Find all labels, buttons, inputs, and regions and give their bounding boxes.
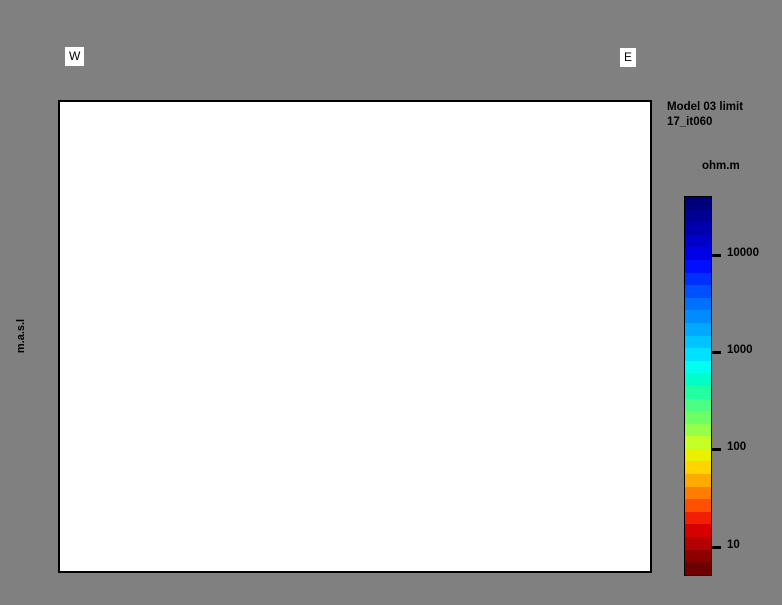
- colorbar-tick-label-100: 100: [727, 441, 747, 454]
- plot-title-line2: 17_it060: [667, 116, 713, 128]
- plot-title-line1: Model 03 limit: [667, 101, 744, 113]
- colorbar-band-3: [685, 234, 711, 248]
- colorbar-band-18: [685, 423, 711, 437]
- colorbar-band-22: [685, 474, 711, 487]
- colorbar-tick-label-1000: 1000: [727, 343, 753, 356]
- colorbar-band-5: [685, 259, 711, 273]
- resistivity-section-plot: [58, 100, 652, 573]
- colorbar-band-29: [685, 562, 711, 575]
- colorbar-band-27: [685, 537, 711, 550]
- colorbar-band-21: [685, 461, 711, 475]
- colorbar-band-1: [685, 209, 711, 223]
- colorbar-band-2: [685, 222, 711, 235]
- colorbar-band-14: [685, 373, 711, 386]
- y-axis-label: m.a.s.l: [15, 318, 27, 354]
- colorbar-band-24: [685, 499, 711, 512]
- colorbar-band-16: [685, 398, 711, 412]
- colorbar-unit-label: ohm.m: [702, 160, 740, 172]
- colorbar-band-4: [685, 247, 711, 260]
- plot-title: Model 03 limit 17_it060: [667, 100, 782, 130]
- colorbar-tick-mark-100: [712, 448, 721, 452]
- resistivity-heatmap-canvas: [60, 102, 650, 571]
- colorbar-band-11: [685, 335, 711, 349]
- colorbar: [684, 196, 712, 576]
- colorbar-band-23: [685, 486, 711, 500]
- colorbar-tick-label-10: 10: [727, 538, 740, 551]
- colorbar-band-6: [685, 272, 711, 286]
- colorbar-band-17: [685, 411, 711, 424]
- colorbar-band-7: [685, 285, 711, 298]
- colorbar-tick-mark-10000: [712, 253, 721, 257]
- colorbar-band-28: [685, 549, 711, 563]
- colorbar-tick-label-10000: 10000: [727, 246, 759, 259]
- colorbar-band-15: [685, 385, 711, 399]
- colorbar-band-19: [685, 436, 711, 449]
- colorbar-band-0: [685, 197, 711, 210]
- direction-marker-west: W: [65, 47, 85, 66]
- colorbar-tick-mark-10: [712, 545, 721, 549]
- colorbar-band-12: [685, 348, 711, 361]
- colorbar-tick-mark-1000: [712, 350, 721, 354]
- colorbar-band-20: [685, 448, 711, 462]
- colorbar-band-9: [685, 310, 711, 323]
- colorbar-band-8: [685, 297, 711, 311]
- colorbar-band-26: [685, 524, 711, 538]
- direction-marker-east: E: [620, 48, 637, 67]
- colorbar-band-10: [685, 322, 711, 336]
- colorbar-band-25: [685, 511, 711, 525]
- colorbar-band-13: [685, 360, 711, 374]
